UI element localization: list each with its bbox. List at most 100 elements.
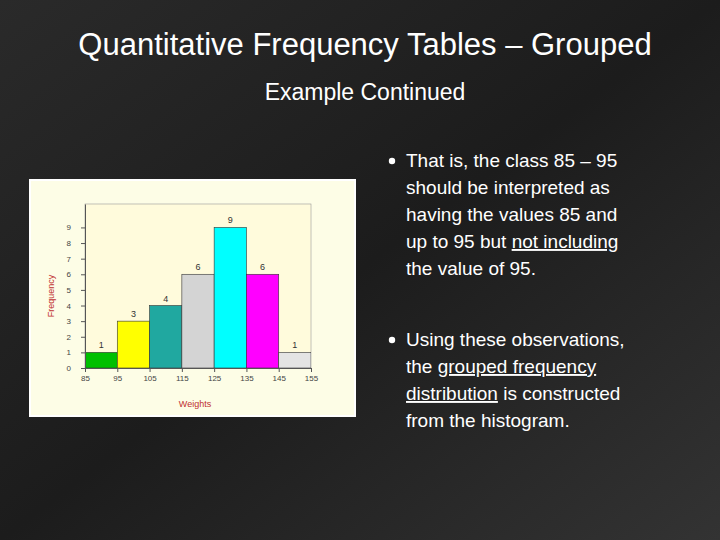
x-tick: 115 (176, 368, 189, 383)
data-label: 1 (292, 340, 297, 350)
y-tick: 1 (67, 348, 85, 357)
y-tick-mark (81, 290, 85, 291)
data-label: 3 (131, 309, 136, 319)
x-axis-title: Weights (179, 399, 212, 409)
bullet-line: Using these observations, (406, 329, 625, 350)
text: That is, the class 85 – 95 (406, 150, 617, 171)
text: is constructed (498, 383, 621, 404)
x-tick: 95 (113, 368, 122, 383)
y-tick-label: 3 (67, 317, 72, 326)
y-tick-mark (81, 274, 85, 275)
data-label: 4 (163, 294, 168, 304)
y-tick-mark (81, 227, 85, 228)
x-tick-label: 135 (240, 374, 254, 383)
x-tick-mark (85, 368, 86, 372)
x-tick-mark (214, 368, 215, 372)
x-tick-mark (246, 368, 247, 372)
text: the (406, 356, 438, 377)
y-tick: 2 (67, 333, 85, 342)
x-tick: 135 (240, 368, 254, 383)
x-tick: 85 (81, 368, 90, 383)
x-tick-mark (311, 368, 312, 372)
y-axis: 0 1 2 3 4 5 6 7 8 9 (67, 205, 86, 374)
y-tick-mark (81, 337, 85, 338)
bullet-line: the value of 95. (406, 258, 536, 279)
bullet-dot (389, 158, 395, 164)
y-tick-mark (81, 321, 85, 322)
title: Quantitative Frequency Tables – Grouped (78, 27, 651, 62)
x-tick-label: 105 (143, 374, 157, 383)
text: up to 95 but (406, 231, 512, 252)
text: the value of 95. (406, 258, 536, 279)
underlined-text: not including (512, 231, 619, 252)
bullet-line: having the values 85 and (406, 204, 617, 225)
data-label: 9 (228, 215, 233, 225)
bullet-line: distribution is constructed (406, 383, 620, 404)
y-tick-mark (81, 306, 85, 307)
y-tick-mark (81, 259, 85, 260)
subtitle: Example Continued (265, 79, 466, 105)
data-labels: 1 3 4 6 9 6 1 (99, 215, 298, 350)
bar (214, 227, 246, 368)
y-tick-label: 0 (67, 364, 72, 373)
x-tick: 105 (143, 368, 157, 383)
text: having the values 85 and (406, 204, 617, 225)
x-tick-mark (117, 368, 118, 372)
data-label: 6 (260, 262, 265, 272)
y-tick-label: 9 (67, 223, 72, 232)
bullet-line: should be interpreted as (406, 177, 610, 198)
x-tick: 145 (273, 368, 287, 383)
y-tick: 0 (67, 364, 85, 373)
y-tick: 9 (67, 223, 85, 232)
x-tick-mark (150, 368, 151, 372)
y-tick: 8 (67, 239, 85, 248)
y-tick-label: 1 (67, 348, 72, 357)
bar (246, 274, 278, 368)
y-tick-mark (81, 352, 85, 353)
y-tick: 4 (67, 302, 85, 311)
y-tick-label: 5 (67, 286, 72, 295)
text: Using these observations, (406, 329, 625, 350)
y-axis-line (85, 205, 86, 369)
bullet-line: the grouped frequency (406, 356, 597, 377)
bullet-line: That is, the class 85 – 95 (406, 150, 617, 171)
bullet: Using these observations, the grouped fre… (389, 329, 625, 431)
x-tick-mark (182, 368, 183, 372)
text: from the histogram. (406, 410, 570, 431)
y-axis-title: Frequency (46, 274, 56, 317)
chart-panel (30, 180, 355, 416)
y-tick-label: 4 (67, 302, 72, 311)
background (0, 0, 720, 540)
y-tick-mark (81, 243, 85, 244)
x-tick-label: 155 (305, 374, 319, 383)
data-label: 1 (99, 340, 104, 350)
bar (85, 352, 117, 368)
text: should be interpreted as (406, 177, 610, 198)
y-tick-mark (81, 368, 85, 369)
underlined-text: distribution (406, 383, 498, 404)
bullet-dot (389, 337, 395, 343)
y-tick-label: 7 (67, 255, 72, 264)
data-label: 6 (195, 262, 200, 272)
bullet-line: up to 95 but not including (406, 231, 618, 252)
y-tick: 6 (67, 270, 85, 279)
x-tick-label: 85 (81, 374, 90, 383)
x-tick-mark (279, 368, 280, 372)
bullet: That is, the class 85 – 95 should be inte… (389, 150, 619, 279)
y-tick-label: 8 (67, 239, 72, 248)
bar (182, 274, 214, 368)
y-tick: 5 (67, 286, 85, 295)
plot-frame (85, 204, 311, 368)
y-tick-label: 2 (67, 333, 72, 342)
underlined-text: grouped frequency (438, 356, 597, 377)
x-tick: 125 (208, 368, 222, 383)
y-tick: 7 (67, 255, 85, 264)
x-tick-label: 145 (273, 374, 287, 383)
y-tick: 3 (67, 317, 85, 326)
bar (117, 321, 149, 368)
y-tick-label: 6 (67, 270, 72, 279)
slide: Quantitative Frequency Tables – Grouped E… (0, 0, 720, 540)
x-axis-line (86, 368, 312, 369)
bar (150, 306, 182, 368)
bar (279, 352, 311, 368)
